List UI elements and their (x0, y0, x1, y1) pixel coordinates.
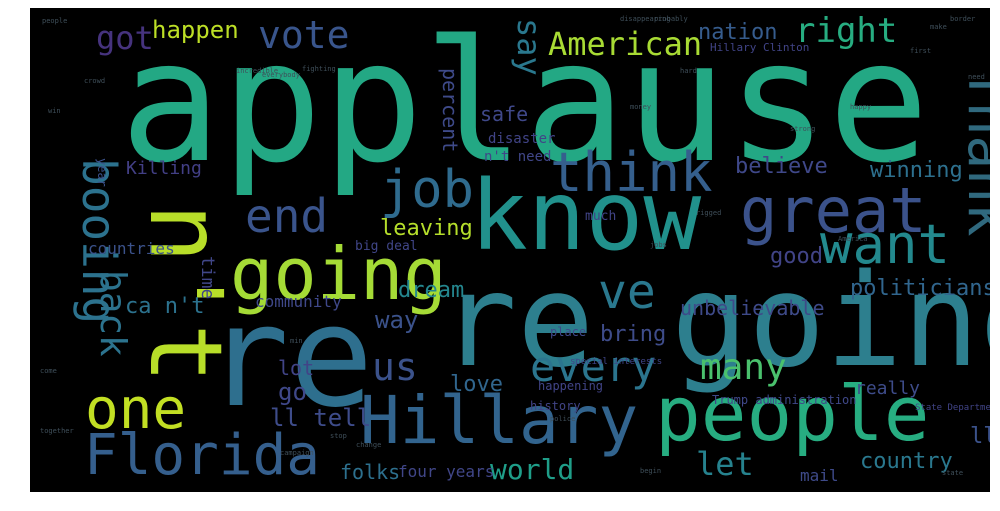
word-campaign: campaign (280, 449, 314, 457)
word-job: job (380, 160, 474, 220)
word-ll: ll (970, 424, 990, 449)
word-trump-administration: Trump administration (712, 393, 857, 407)
word-hillary-clinton: Hillary Clinton (710, 41, 810, 54)
word-strong: strong (790, 125, 816, 133)
word-killing: Killing (126, 158, 202, 179)
word-say: say (510, 18, 548, 76)
word-much: much (585, 209, 617, 224)
word-disappearing: disappearing (620, 15, 671, 23)
word-cant: ca n't (125, 294, 205, 319)
word-going-small: going (230, 232, 447, 316)
word-fighting: fighting (302, 65, 336, 73)
word-crowd: crowd (84, 77, 106, 85)
word-people-small: people (42, 17, 68, 25)
word-good: good (770, 244, 823, 269)
word-safe: safe (480, 102, 529, 126)
word-believe: believe (735, 154, 828, 179)
word-state: state (942, 469, 964, 477)
word-percent: percent (438, 68, 462, 153)
word-come: come (40, 367, 57, 375)
word-lot: lot (278, 356, 315, 380)
word-thank: Thank (955, 68, 990, 237)
word-re: re (205, 276, 374, 439)
word-american: American (548, 25, 703, 63)
word-four-years: four years (398, 462, 495, 481)
word-stop: stop (330, 432, 347, 440)
word-state-department: State Department (915, 403, 990, 413)
word-win: win (48, 107, 61, 115)
word-happy: happy (850, 103, 872, 111)
word-unbelievable: unbelievable (680, 296, 825, 320)
word-begin: begin (640, 467, 662, 475)
word-nation: nation (698, 20, 778, 45)
word-every: every (530, 342, 657, 391)
word-ll-tell: ll tell (270, 404, 372, 432)
word-bring: bring (600, 322, 667, 347)
word-place: place (550, 325, 587, 339)
word-make: make (930, 23, 947, 31)
word-world: world (490, 453, 575, 486)
word-dream: dream (398, 278, 465, 303)
word-police: police (550, 415, 576, 423)
word-everybody: everybody (262, 71, 300, 79)
word-great: great (740, 174, 927, 247)
word-time: time (197, 256, 218, 300)
word-america: America (838, 235, 868, 243)
word-ve: ve (598, 264, 656, 320)
word-need: need (968, 73, 985, 81)
word-country: country (860, 449, 953, 474)
word-hillary: Hillary (360, 382, 639, 459)
word-big-deal: big deal (355, 239, 418, 254)
word-happen: happen (152, 16, 239, 44)
word-special-interests: special interests (570, 357, 663, 367)
word-incredible: incredible (236, 67, 279, 75)
word-one: one (85, 377, 187, 442)
word-many: many (700, 347, 787, 388)
word-let: let (696, 445, 754, 483)
word-rigged: rigged (696, 209, 722, 217)
word-hard: hard (680, 67, 697, 75)
word-really: really (855, 378, 921, 399)
word-change: change (356, 441, 382, 449)
word-money: money (630, 103, 652, 111)
word-happening: happening (538, 379, 604, 393)
word-people: people (655, 369, 930, 458)
word-community: community (255, 292, 342, 311)
word-folks: folks (340, 460, 401, 484)
word-re-going: re going (440, 247, 990, 396)
word-countries: countries (88, 239, 175, 258)
word-first: first (910, 47, 932, 55)
word-min: min (290, 337, 303, 345)
word-florida: Florida (84, 423, 321, 488)
word-right: right (795, 11, 898, 51)
word-nt-need: n't need (484, 149, 552, 165)
word-end: end (245, 189, 329, 243)
word-together: together (40, 427, 74, 435)
word-history: history (530, 399, 581, 413)
word-want: want (820, 213, 951, 276)
word-vote: vote (258, 13, 350, 57)
word-love: love (450, 372, 503, 397)
word-year: year (95, 158, 109, 187)
word-think: think (550, 141, 713, 204)
word-disaster: disaster (488, 131, 556, 147)
word-us: us (372, 345, 418, 389)
word-winning: winning (870, 158, 963, 183)
word-leaving: leaving (380, 216, 473, 241)
word-know: know (470, 160, 702, 272)
word-way: way (375, 306, 419, 334)
word-got: got (96, 19, 154, 57)
word-politicians: politicians (850, 276, 990, 301)
word-jobs: jobs (650, 241, 667, 249)
word-applause: applause (120, 8, 930, 200)
word-border: border (950, 15, 976, 23)
word-probably: probably (654, 15, 688, 23)
word-mail: mail (800, 466, 839, 485)
word-cloud: applause re going know Hillary people re… (30, 8, 990, 492)
word-go: go (278, 378, 307, 406)
